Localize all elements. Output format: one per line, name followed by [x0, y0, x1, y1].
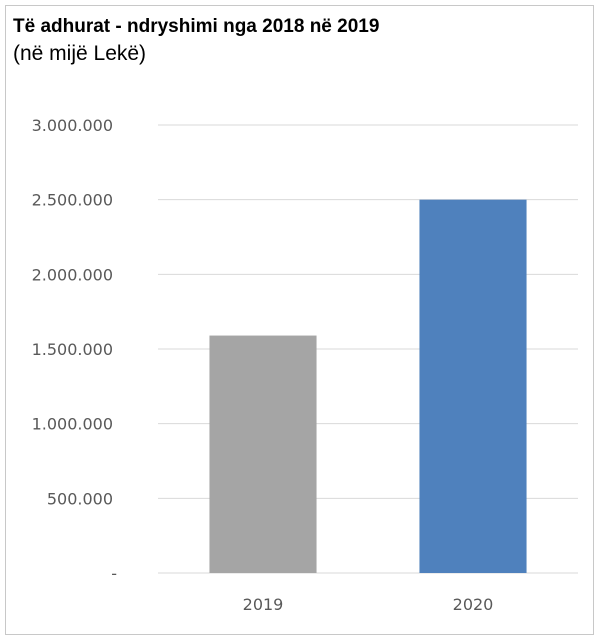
y-axis-tick-labels: - 500.000 1.000.000 1.500.000 2.000.000 2.500…	[32, 116, 117, 583]
x-tick-label: 2020	[453, 595, 494, 614]
x-tick-label: 2019	[243, 595, 284, 614]
bar-2020	[419, 199, 527, 573]
y-tick-label: 3.000.000	[32, 116, 113, 135]
y-tick-label: 2.000.000	[32, 265, 113, 284]
bar-2019	[209, 335, 317, 573]
chart-subtitle: (në mijë Lekë)	[13, 42, 147, 65]
chart-header: Të adhurat - ndryshimi nga 2018 në 2019 …	[13, 14, 583, 68]
y-tick-label: 500.000	[47, 489, 113, 508]
x-axis-tick-labels: 2019 2020	[243, 595, 494, 614]
y-tick-label: 1.000.000	[32, 415, 113, 434]
y-tick-label: 1.500.000	[32, 340, 113, 359]
bars	[209, 199, 527, 573]
y-tick-label: -	[111, 564, 117, 583]
y-tick-label: 2.500.000	[32, 191, 113, 210]
chart-title: Të adhurat - ndryshimi nga 2018 në 2019	[13, 16, 380, 37]
